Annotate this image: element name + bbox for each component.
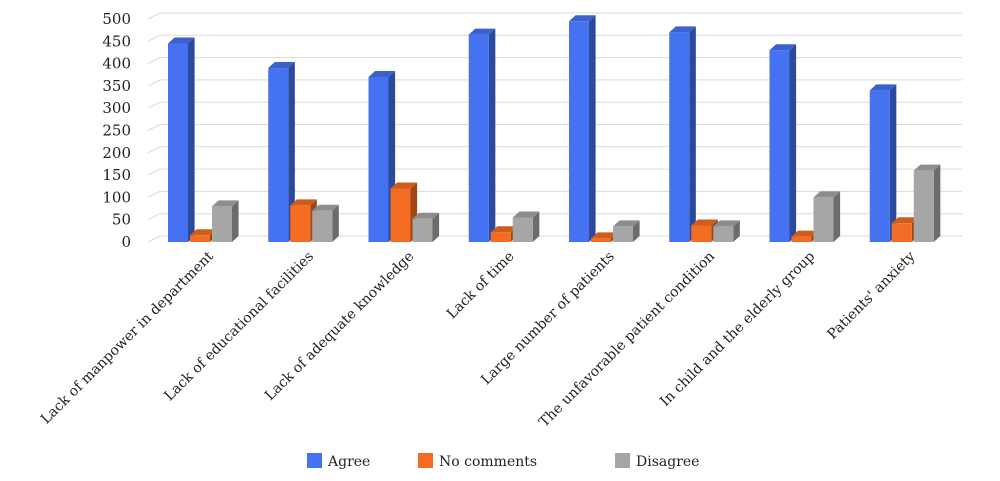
gridline	[147, 57, 962, 65]
bar	[569, 15, 596, 243]
bar	[512, 211, 540, 242]
x-tick-label: The unfavorable patient condition	[536, 249, 718, 431]
bar	[869, 84, 897, 242]
x-tick-label: Patients' anxiety	[824, 248, 918, 342]
y-tick-label: 0	[121, 233, 131, 251]
bar	[412, 212, 440, 242]
bar	[669, 26, 696, 242]
y-tick-label: 250	[102, 122, 131, 140]
bar	[813, 191, 841, 242]
legend-swatch	[615, 453, 630, 468]
legend: Agree No comments Disagree	[307, 453, 699, 470]
bars	[168, 15, 941, 243]
bar	[212, 200, 239, 242]
bar	[913, 164, 941, 242]
legend-item: Disagree	[615, 453, 699, 470]
bar	[390, 182, 418, 242]
bar	[268, 62, 295, 243]
legend-label: No comments	[439, 454, 537, 470]
bar	[713, 220, 740, 242]
y-tick-label: 100	[102, 188, 131, 206]
bar	[168, 37, 195, 242]
x-tick-label: Lack of manpower in department	[38, 248, 217, 427]
y-tick-label: 300	[102, 99, 131, 117]
y-tick-label: 350	[102, 77, 131, 95]
legend-label: Disagree	[636, 454, 699, 470]
gridline	[147, 34, 962, 42]
x-tick-label: Lack of time	[444, 249, 518, 323]
legend-label: Agree	[327, 454, 370, 470]
y-tick-label: 150	[102, 166, 131, 184]
legend-swatch	[418, 453, 433, 468]
legend-swatch	[307, 453, 322, 468]
y-axis: 0 50 100 150 200 250 300 350 400 450 500	[102, 10, 131, 251]
legend-item: Agree	[307, 453, 370, 470]
bar	[769, 44, 797, 242]
y-tick-label: 200	[102, 144, 131, 162]
legend-item: No comments	[418, 453, 537, 470]
bar	[613, 220, 640, 242]
bar	[312, 204, 339, 242]
y-tick-label: 400	[102, 55, 131, 73]
y-tick-label: 500	[102, 10, 131, 28]
bar	[468, 28, 496, 242]
gridline	[147, 12, 962, 20]
y-tick-label: 450	[102, 32, 131, 50]
y-tick-label: 50	[112, 211, 131, 229]
